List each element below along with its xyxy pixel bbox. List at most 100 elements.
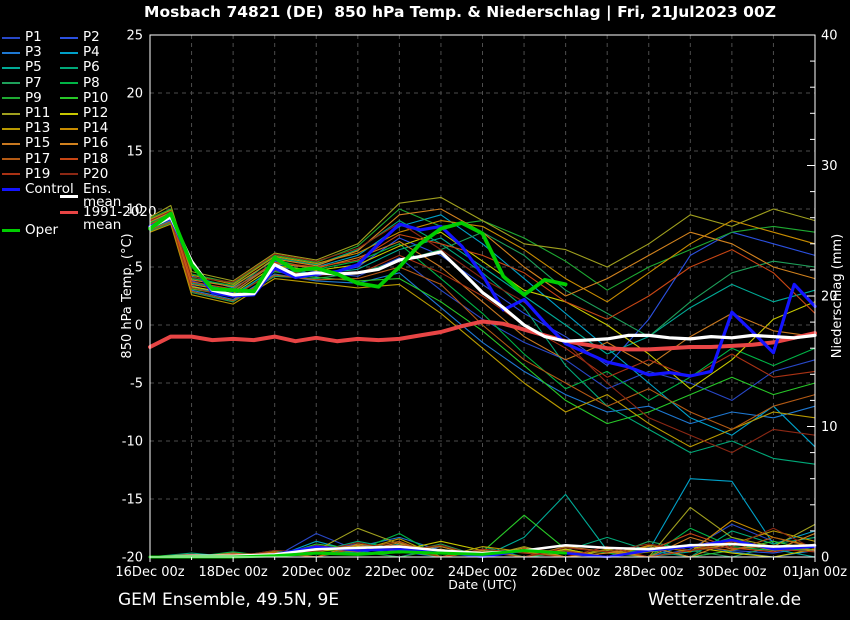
- legend-swatch: [2, 142, 20, 145]
- legend-item-p6: P6: [60, 61, 100, 74]
- legend-item-p17: P17: [2, 150, 51, 167]
- legend-item-control: Control: [2, 182, 74, 196]
- temp-series-P13: [149, 223, 816, 448]
- temp-tick-label: 25: [126, 29, 143, 44]
- legend-item-p2: P2: [60, 29, 100, 45]
- temp-tick-label: -20: [122, 551, 143, 566]
- legend-item-p1: P1: [2, 29, 42, 45]
- legend-item-p19: P19: [2, 165, 51, 182]
- temp-tick-label: 20: [126, 87, 143, 102]
- legend-item-p16: P16: [60, 137, 108, 150]
- precip-tick-label: 30: [821, 159, 838, 174]
- legend-swatch: [2, 97, 20, 100]
- legend-item-oper: Oper: [2, 222, 59, 238]
- legend-swatch: [2, 229, 20, 232]
- legend-swatch: [60, 211, 78, 214]
- legend-label: P10: [83, 89, 109, 106]
- temp-tick-label: -5: [130, 377, 143, 392]
- legend-label: P17: [25, 150, 51, 167]
- legend-item-p5: P5: [2, 61, 42, 74]
- legend-swatch: [2, 82, 20, 85]
- legend-item-p15: P15: [2, 137, 50, 150]
- legend-label: Ens. mean: [83, 181, 122, 210]
- temp-tick-label: 5: [135, 261, 143, 276]
- legend-label: P19: [25, 165, 51, 182]
- legend-label: P9: [25, 89, 42, 106]
- legend-item-p8: P8: [60, 76, 100, 90]
- x-tick-label: 20Dec 00z: [282, 565, 351, 580]
- temp-series-P11: [149, 196, 816, 282]
- precip-tick-label: 10: [821, 420, 838, 435]
- legend-label: P11: [25, 105, 51, 121]
- legend-swatch: [60, 127, 78, 130]
- legend-item-p12: P12: [60, 105, 109, 121]
- precip-tick-label: 20: [821, 290, 838, 305]
- legend-label: P4: [83, 44, 100, 61]
- legend-label: P14: [83, 120, 109, 137]
- footer-model-info: GEM Ensemble, 49.5N, 9E: [118, 590, 340, 610]
- legend-item-p10: P10: [60, 89, 109, 106]
- legend-item-ens-mean: Ens. mean: [60, 181, 150, 210]
- legend-item-p7: P7: [2, 76, 42, 90]
- x-tick-label: 26Dec 00z: [531, 565, 600, 580]
- precip-axis-ticks: 0 10 20 30 40: [807, 29, 838, 566]
- legend-label: P1: [25, 29, 42, 45]
- x-tick-label: 24Dec 00z: [448, 565, 517, 580]
- legend-item-p9: P9: [2, 89, 42, 106]
- legend-swatch: [60, 66, 78, 69]
- precip-tick-label: 0: [821, 551, 829, 566]
- legend-label: P18: [83, 150, 109, 167]
- legend-swatch: [60, 97, 78, 100]
- legend-swatch: [60, 36, 78, 39]
- legend-item-p20: P20: [60, 165, 109, 182]
- x-tick-label: 30Dec 00z: [697, 565, 766, 580]
- legend-label: P20: [83, 165, 109, 182]
- legend-swatch: [60, 158, 78, 161]
- x-tick-label: 18Dec 00z: [199, 565, 268, 580]
- legend-swatch: [60, 194, 78, 198]
- x-tick-label: 01Jan 00z: [783, 565, 847, 580]
- legend-swatch: [2, 66, 20, 69]
- temp-tick-label: 15: [126, 145, 143, 160]
- x-axis-title: Date (UTC): [448, 577, 516, 592]
- legend-label: Oper: [25, 222, 59, 238]
- legend-label: P5: [25, 59, 42, 76]
- legend-item-p4: P4: [60, 44, 100, 61]
- legend-swatch: [2, 36, 20, 39]
- legend-item-p13: P13: [2, 120, 51, 137]
- x-tick-label: 28Dec 00z: [614, 565, 683, 580]
- legend-label: P12: [83, 105, 109, 121]
- x-tick-label: 22Dec 00z: [365, 565, 434, 580]
- legend-item-1991-2020-mean: 1991-2020 mean: [60, 204, 160, 233]
- left-axis-title: 850 hPa Temp. (°C): [120, 233, 135, 358]
- temp-tick-label: 0: [135, 319, 143, 334]
- temp-series-P16: [149, 208, 816, 297]
- precip-tick-label: 40: [821, 29, 838, 44]
- legend-label: P13: [25, 120, 51, 137]
- legend-swatch: [2, 112, 20, 115]
- legend: P1 P3 P5 P7 P9 P11 P13 P15 P17 P19 Control Oper P2 P4…: [0, 0, 157, 340]
- legend-label: P6: [83, 59, 100, 76]
- right-axis-title: Niederschlag (mm): [830, 234, 845, 359]
- legend-swatch: [60, 142, 78, 145]
- legend-swatch: [2, 188, 20, 191]
- legend-item-p14: P14: [60, 120, 109, 137]
- legend-swatch: [60, 173, 78, 176]
- temp-tick-label: -15: [122, 493, 143, 508]
- temp-series-P17: [149, 221, 816, 430]
- legend-swatch: [2, 158, 20, 161]
- footer-brand: Wetterzentrale.de: [648, 590, 802, 610]
- legend-swatch: [60, 82, 78, 85]
- legend-swatch: [2, 127, 20, 130]
- legend-label: 1991-2020 mean: [83, 204, 157, 233]
- chart-title: Mosbach 74821 (DE) 850 hPa Temp. & Niede…: [144, 3, 776, 21]
- legend-label: P2: [83, 29, 100, 45]
- clim-mean-series: [148, 319, 817, 352]
- temp-axis-labels: 25 20 15 10 5 0 -5 -10 -15 -20: [122, 29, 143, 566]
- x-tick-label: 16Dec 00z: [115, 565, 184, 580]
- temp-tick-label: 10: [126, 203, 143, 218]
- legend-item-p18: P18: [60, 150, 109, 167]
- legend-label: P16: [83, 135, 109, 152]
